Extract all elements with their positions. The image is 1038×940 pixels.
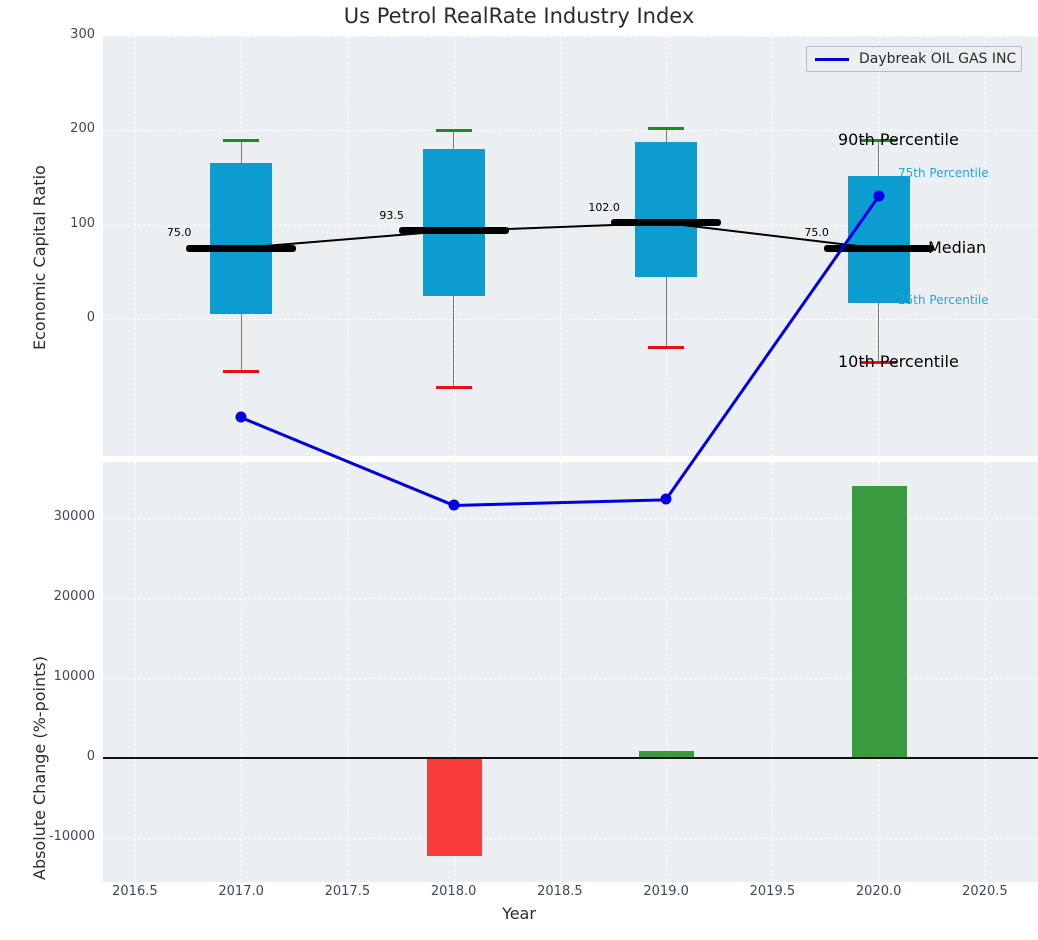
box-iqr <box>635 141 698 277</box>
chart-title: Us Petrol RealRate Industry Index <box>343 4 695 28</box>
x-tick-label: 2019.0 <box>643 884 689 899</box>
box-cap-p90 <box>860 138 897 142</box>
top-gridline-v <box>559 36 561 456</box>
box-cap-p10 <box>223 370 260 374</box>
top-y-tick-label: 0 <box>86 310 95 326</box>
bottom-gridline-h <box>103 678 1038 679</box>
legend: Daybreak OIL GAS INC <box>806 46 1022 72</box>
top-gridline-v <box>347 36 349 456</box>
bottom-y-tick-label: 10000 <box>53 669 95 684</box>
annotation-25th-percentile: 25th Percentile <box>898 293 989 308</box>
x-tick-label: 2019.5 <box>749 884 796 899</box>
annotation-75th-percentile: 75th Percentile <box>898 165 989 180</box>
bottom-gridline-v <box>666 462 668 882</box>
bottom-gridline-h <box>103 838 1038 839</box>
top-gridline-v <box>772 36 774 456</box>
bottom-y-tick-label: -10000 <box>48 829 95 844</box>
top-gridline-v <box>984 36 986 456</box>
box-cap-p90 <box>435 129 472 133</box>
top-gridline-h <box>103 319 1038 321</box>
bottom-gridline-v <box>134 462 136 882</box>
box-cap-p90 <box>223 138 260 142</box>
top-gridline-h <box>103 36 1038 37</box>
x-tick-label: 2018.5 <box>537 884 583 899</box>
top-gridline-h <box>103 130 1038 132</box>
median-value-label: 75.0 <box>804 226 829 240</box>
bottom-panel-y-axis-label: Absolute Change (%-points) <box>30 656 49 880</box>
x-axis-label: Year <box>502 904 536 923</box>
annotation-10th-percentile: 10th Percentile <box>838 351 959 371</box>
bottom-y-tick-label: 20000 <box>53 589 95 604</box>
median-value-label: 93.5 <box>379 208 404 222</box>
box-cap-p90 <box>648 126 685 130</box>
series-point <box>873 190 885 202</box>
x-tick-label: 2017.0 <box>218 884 264 899</box>
box-cap-p10 <box>648 346 685 350</box>
bottom-gridline-h <box>103 518 1038 519</box>
bottom-gridline-v <box>559 462 561 882</box>
box-cap-p10 <box>435 386 472 390</box>
bottom-gridline-v <box>984 462 986 882</box>
box-iqr <box>210 163 273 315</box>
bottom-gridline-h <box>103 598 1038 599</box>
x-tick-label: 2017.5 <box>324 884 371 899</box>
bottom-y-tick-label: 0 <box>86 749 95 764</box>
annotation-90th-percentile: 90th Percentile <box>838 129 959 149</box>
bottom-gridline-v <box>772 462 774 882</box>
bottom-zero-line <box>103 757 1038 759</box>
bottom-gridline-v <box>453 462 455 882</box>
median-value-label: 102.0 <box>588 200 620 214</box>
top-y-tick-label: 200 <box>70 121 95 137</box>
bottom-gridline-v <box>347 462 349 882</box>
box-iqr <box>422 149 485 296</box>
series-point <box>660 493 672 505</box>
annotation-median: Median <box>928 238 987 258</box>
x-tick-label: 2020.0 <box>855 884 902 899</box>
series-point <box>235 411 247 423</box>
bottom-y-tick-label: 30000 <box>53 509 95 524</box>
x-tick-label: 2018.0 <box>430 884 477 899</box>
legend-label-daybreak: Daybreak OIL GAS INC <box>859 51 1017 67</box>
series-point <box>448 499 460 511</box>
legend-swatch-daybreak <box>815 57 849 61</box>
box-cap-p10 <box>860 360 897 364</box>
top-gridline-v <box>134 36 136 456</box>
median-value-label: 75.0 <box>166 226 192 240</box>
median-line <box>398 227 509 235</box>
median-line <box>823 244 934 252</box>
bar-2020 <box>851 486 907 758</box>
top-y-tick-label: 300 <box>70 27 95 42</box>
median-line <box>186 244 297 252</box>
bar-2018 <box>426 758 482 857</box>
median-line <box>611 219 722 227</box>
top-y-tick-label: 100 <box>70 215 95 231</box>
x-tick-label: 2020.5 <box>962 884 1008 899</box>
bottom-gridline-v <box>241 462 243 882</box>
bar-2019 <box>639 750 695 758</box>
x-tick-label: 2016.5 <box>112 884 158 899</box>
